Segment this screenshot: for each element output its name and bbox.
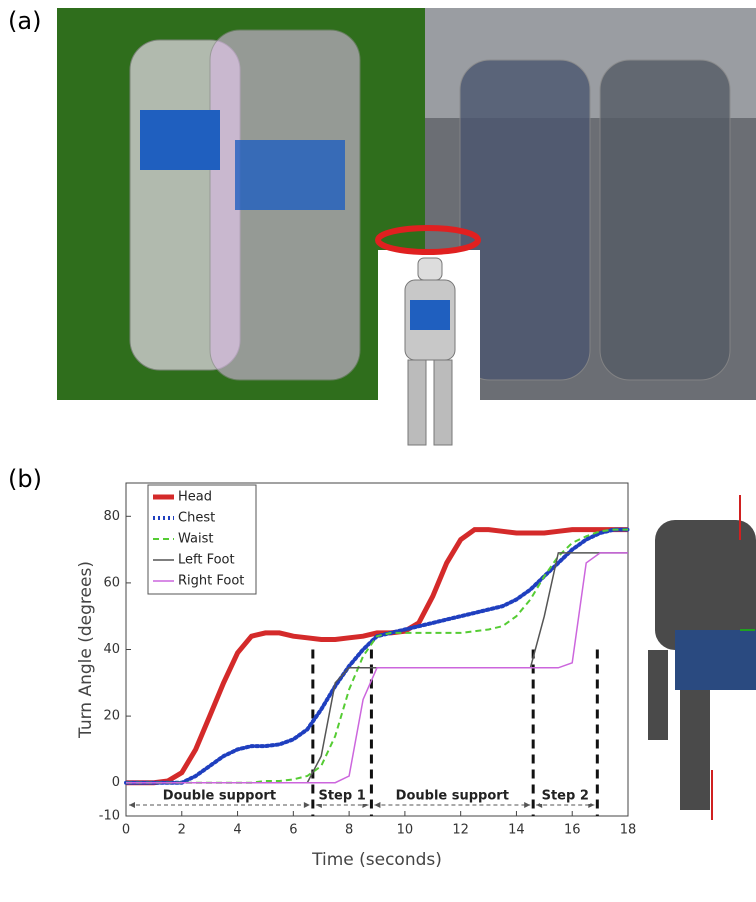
panel-label: (a) <box>8 7 41 35</box>
x-tick-label: 12 <box>452 823 469 838</box>
legend-label: Chest <box>178 511 215 526</box>
y-tick-label: 20 <box>103 709 120 724</box>
x-tick-label: 8 <box>345 823 353 838</box>
x-tick-label: 10 <box>397 823 414 838</box>
x-axis-label: Time (seconds) <box>311 850 442 870</box>
legend-label: Left Foot <box>178 553 235 568</box>
x-tick-label: 4 <box>233 823 241 838</box>
panel-a-image <box>57 8 756 460</box>
phase-label: Double support <box>163 789 276 804</box>
x-tick-label: 18 <box>620 823 637 838</box>
panel-label: (b) <box>8 465 42 493</box>
phase-label-bg <box>316 788 368 804</box>
robot-image <box>648 495 756 820</box>
phase-label: Step 2 <box>542 789 589 804</box>
x-tick-label: 16 <box>564 823 581 838</box>
y-tick-label: 0 <box>112 775 120 790</box>
series-line <box>126 552 628 784</box>
y-tick-label: 80 <box>103 509 120 524</box>
x-tick-label: 2 <box>178 823 186 838</box>
phase-label-bg <box>160 788 279 804</box>
series-line <box>126 527 628 786</box>
phase-label: Step 1 <box>318 789 365 804</box>
x-tick-label: 0 <box>122 823 130 838</box>
phase-label: Double support <box>396 789 509 804</box>
phase-label-bg <box>393 788 512 804</box>
legend-label: Waist <box>178 532 213 547</box>
y-tick-label: 40 <box>103 642 120 657</box>
y-tick-label: 60 <box>103 575 120 590</box>
phase-label-bg <box>540 788 591 804</box>
legend-label: Right Foot <box>178 574 244 589</box>
x-tick-label: 6 <box>289 823 297 838</box>
legend-label: Head <box>178 490 212 505</box>
x-tick-label: 14 <box>508 823 525 838</box>
y-axis-label: Turn Angle (degrees) <box>76 561 96 739</box>
y-tick-label: -10 <box>99 809 120 824</box>
